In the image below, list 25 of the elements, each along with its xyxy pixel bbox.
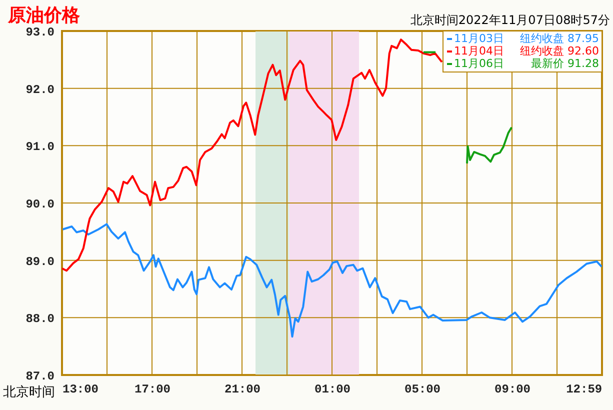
y-tick-label: 87.0 bbox=[26, 370, 54, 384]
line-series bbox=[62, 38, 443, 272]
y-tick-label: 89.0 bbox=[26, 254, 54, 269]
legend-label: 11月03日 bbox=[454, 32, 504, 45]
y-tick-label: 91.0 bbox=[26, 140, 54, 154]
x-tick-label: 09:00 bbox=[494, 382, 531, 396]
line-series bbox=[62, 223, 602, 338]
x-tick-label: 12:59 bbox=[566, 382, 602, 396]
chart-title: 原油价格 bbox=[7, 5, 81, 26]
x-tick-label: 21:00 bbox=[224, 382, 261, 396]
annotation: 最新价 91.28 bbox=[531, 57, 599, 70]
x-tick-label: 17:00 bbox=[134, 382, 171, 396]
y-tick-label: 90.0 bbox=[26, 198, 54, 212]
text: 北京时间2022年11月07日08时57分 bbox=[410, 13, 610, 27]
y-tick-label: 93.0 bbox=[26, 26, 54, 40]
x-tick-label: 13:00 bbox=[62, 382, 99, 396]
legend-label: 11月04日 bbox=[454, 44, 504, 58]
x-tick-label: 05:00 bbox=[404, 382, 441, 396]
legend-label: 11月06日 bbox=[454, 57, 504, 70]
x-axis-title: 北京时间 bbox=[3, 385, 55, 400]
x-tick-label: 01:00 bbox=[314, 382, 351, 396]
y-tick-label: 92.0 bbox=[26, 82, 54, 97]
annotation: 纽约收盘 92.60 bbox=[520, 44, 599, 58]
y-tick-label: 88.0 bbox=[26, 312, 54, 326]
annotation: 纽约收盘 87.95 bbox=[520, 32, 599, 45]
